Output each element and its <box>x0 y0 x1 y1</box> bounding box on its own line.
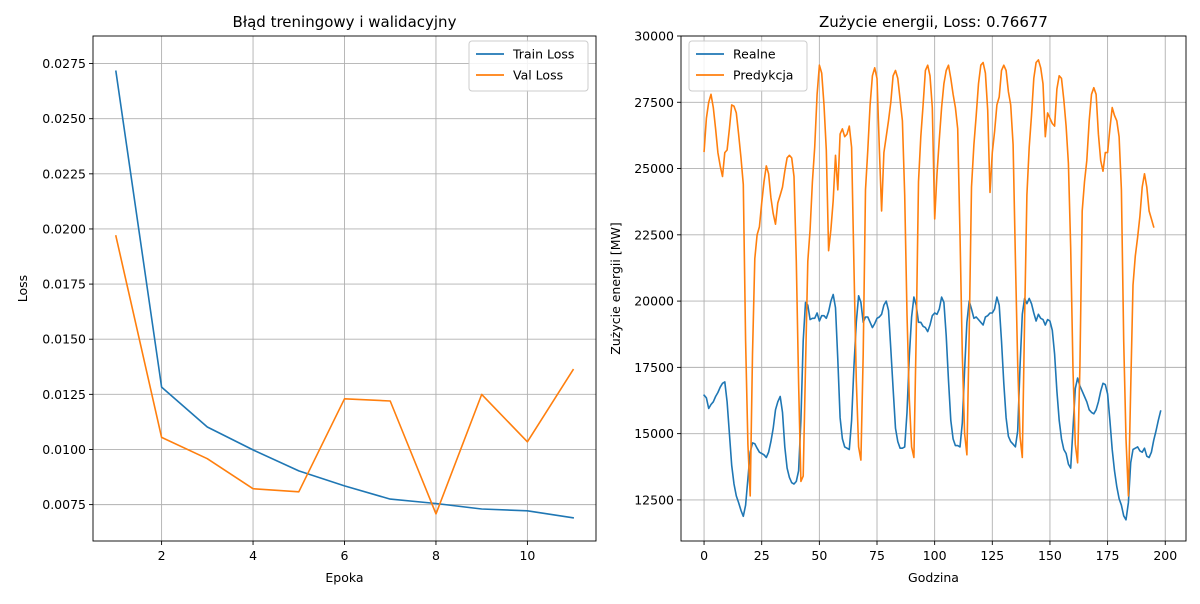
series-line-val-loss <box>114 235 575 515</box>
x-tick-label: 10 <box>519 548 535 563</box>
y-tick-label: 20000 <box>634 294 674 309</box>
y-tick-label: 27500 <box>634 95 674 110</box>
x-tick-label: 8 <box>432 548 440 563</box>
series-line-predykcja <box>703 59 1155 497</box>
y-tick-label: 0.0250 <box>42 111 86 126</box>
plot-frame <box>680 35 1187 542</box>
x-tick-label: 6 <box>341 548 349 563</box>
series-line-train-loss <box>114 70 575 519</box>
y-tick-label: 22500 <box>634 227 674 242</box>
legend-label: Predykcja <box>733 68 793 83</box>
x-tick-label: 175 <box>1096 548 1120 563</box>
x-tick-label: 0 <box>700 548 708 563</box>
x-tick-label: 200 <box>1153 548 1177 563</box>
x-tick-label: 125 <box>980 548 1004 563</box>
y-tick-label: 0.0200 <box>42 221 86 236</box>
y-axis-label: Loss <box>15 275 30 302</box>
y-tick-label: 0.0150 <box>42 332 86 347</box>
x-tick-label: 75 <box>869 548 885 563</box>
x-tick-label: 25 <box>754 548 770 563</box>
y-tick-label: 0.0225 <box>42 166 86 181</box>
x-axis-label: Epoka <box>325 570 363 585</box>
x-tick-label: 2 <box>158 548 166 563</box>
x-axis-label: Godzina <box>908 570 959 585</box>
chart-title: Zużycie energii, Loss: 0.76677 <box>819 13 1048 31</box>
chart-title: Błąd treningowy i walidacyjny <box>233 13 457 31</box>
legend: Realne Predykcja <box>688 40 808 92</box>
y-tick-label: 25000 <box>634 161 674 176</box>
legend-label: Val Loss <box>513 68 563 83</box>
y-tick-label: 15000 <box>634 426 674 441</box>
y-tick-label: 12500 <box>634 492 674 507</box>
y-tick-label: 0.0275 <box>42 56 86 71</box>
legend: Train Loss Val Loss <box>468 40 589 92</box>
chart-1: 2 4 6 8 10 0.0075 0.0100 0.0125 0.0150 0.0175 0.02… <box>15 13 597 585</box>
y-tick-label: 0.0175 <box>42 277 86 292</box>
x-tick-label: 100 <box>923 548 947 563</box>
x-tick-label: 4 <box>249 548 257 563</box>
legend-label: Train Loss <box>512 47 574 62</box>
chart-2: 0 25 50 75 100 125 150 175 200 12500 15000 17500 200… <box>608 13 1187 585</box>
x-tick-label: 150 <box>1038 548 1062 563</box>
y-tick-label: 0.0075 <box>42 497 86 512</box>
series-line-realne <box>702 293 1162 521</box>
y-tick-label: 17500 <box>634 360 674 375</box>
y-tick-label: 0.0125 <box>42 387 86 402</box>
legend-label: Realne <box>733 47 776 62</box>
y-axis-label: Zużycie energii [MW] <box>608 222 623 354</box>
x-tick-label: 50 <box>811 548 827 563</box>
y-tick-label: 0.0100 <box>42 442 86 457</box>
y-tick-label: 30000 <box>634 29 674 44</box>
